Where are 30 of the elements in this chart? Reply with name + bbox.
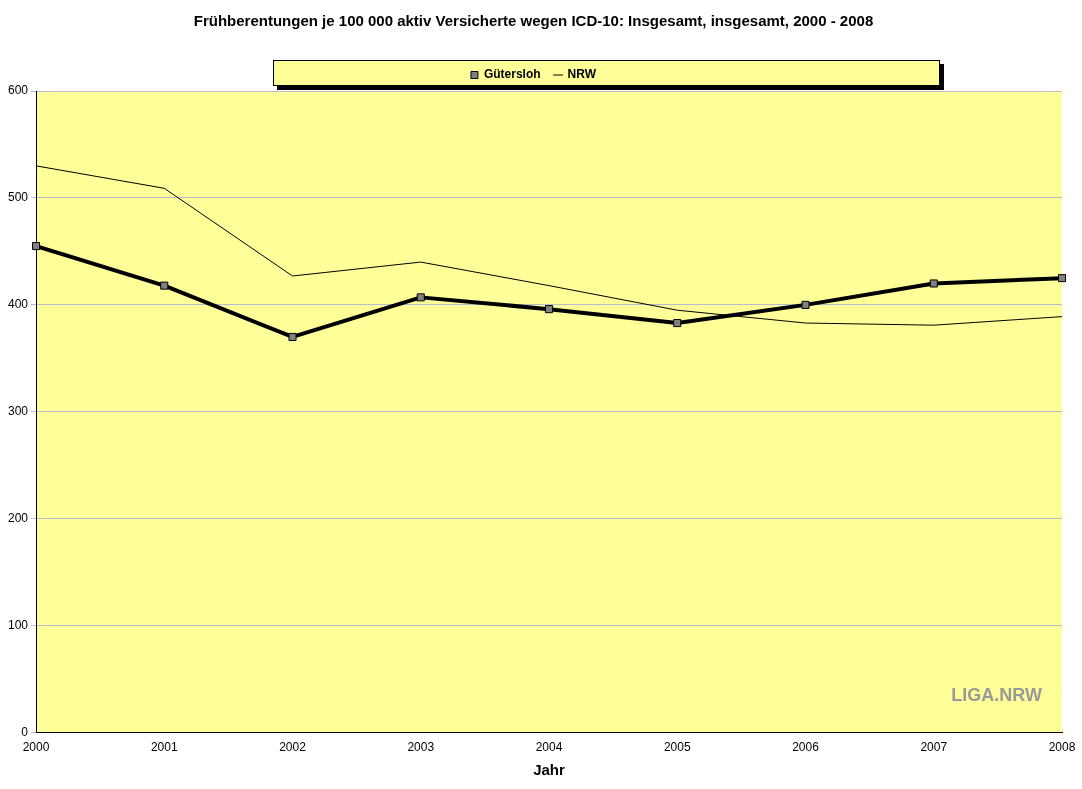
x-tick-label: 2004 xyxy=(535,740,563,755)
y-tick-label: 500 xyxy=(7,190,29,205)
point xyxy=(416,293,425,302)
chart-title: Frühberentungen je 100 000 aktiv Versicherte wegen ICD-10: Insgesamt, insgesamt, 2000 - 2008 xyxy=(193,12,874,30)
y-tick-label: 100 xyxy=(7,617,29,632)
point xyxy=(673,319,682,328)
y-tick-label: 300 xyxy=(7,404,29,419)
point xyxy=(288,332,297,341)
point xyxy=(929,279,938,288)
point xyxy=(544,305,554,314)
point xyxy=(801,300,810,309)
x-tick-label: 2007 xyxy=(920,740,948,755)
x-tick-label: 2001 xyxy=(150,740,178,755)
legend-label: NRW xyxy=(567,67,597,82)
x-tick-label: 2002 xyxy=(279,740,307,755)
point xyxy=(31,242,41,251)
point xyxy=(160,281,169,290)
x-tick-label: 2003 xyxy=(407,740,435,755)
annotation: LIGA.NRW xyxy=(951,684,1042,705)
x-tick-label: 2000 xyxy=(22,740,50,755)
y-tick-label: 400 xyxy=(7,297,29,312)
x-tick-label: 2005 xyxy=(663,740,691,755)
x-tick-label: 2008 xyxy=(1048,740,1076,755)
y-tick-label: 600 xyxy=(7,83,29,98)
y-tick-label: 200 xyxy=(7,511,29,526)
x-tick-label: 2006 xyxy=(792,740,820,755)
point xyxy=(1057,274,1067,283)
legend-label: Gütersloh xyxy=(483,67,541,82)
x-axis-title: Jahr xyxy=(533,761,566,779)
y-tick-label: 0 xyxy=(21,724,29,739)
